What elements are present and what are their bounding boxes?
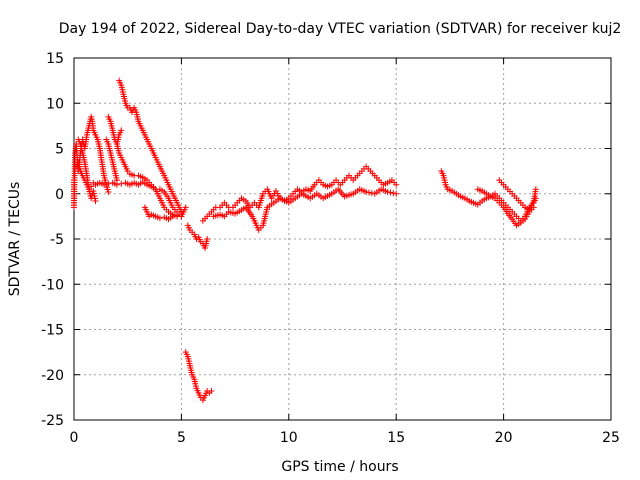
y-tick-label: -20 — [41, 368, 64, 384]
x-tick-label: 10 — [280, 430, 298, 446]
y-tick-label: 15 — [46, 51, 64, 67]
data-point — [393, 190, 400, 197]
grid — [74, 58, 611, 420]
ticks: 0 5 10 15 20 25 -25 -20 -15 -10 -5 0 5 10 15 — [41, 51, 620, 446]
data-point — [92, 197, 99, 204]
data-point — [182, 204, 189, 211]
data-point — [208, 388, 215, 395]
data-point — [101, 181, 108, 188]
y-tick-label: -5 — [50, 232, 64, 248]
y-axis-label: SDTVAR / TECUs — [7, 182, 23, 297]
data-point — [363, 188, 370, 195]
y-tick-label: 10 — [46, 96, 64, 112]
data-point — [169, 213, 176, 220]
x-tick-label: 25 — [602, 430, 620, 446]
data-point — [118, 127, 125, 134]
data-point — [178, 208, 185, 215]
x-tick-label: 20 — [495, 430, 513, 446]
data-point — [387, 189, 394, 196]
data-point — [390, 190, 397, 197]
x-tick-label: 15 — [387, 430, 405, 446]
x-tick-label: 0 — [70, 430, 79, 446]
y-tick-label: -25 — [41, 413, 64, 429]
data-point — [156, 215, 163, 222]
chart-title: Day 194 of 2022, Sidereal Day-to-day VTE… — [59, 21, 622, 37]
data-point — [365, 189, 372, 196]
y-tick-label: -15 — [41, 323, 64, 339]
data-point — [368, 190, 375, 197]
x-axis-label: GPS time / hours — [281, 459, 398, 475]
data-point — [105, 188, 112, 195]
data-points — [71, 77, 539, 404]
data-point — [384, 188, 391, 195]
data-point — [105, 180, 112, 187]
x-tick-label: 5 — [177, 430, 186, 446]
data-point — [174, 212, 181, 219]
data-point — [532, 186, 539, 193]
data-point — [113, 177, 120, 184]
y-tick-label: 0 — [55, 187, 64, 203]
y-tick-label: 5 — [55, 142, 64, 158]
data-point — [204, 236, 211, 242]
data-point — [118, 180, 125, 187]
data-point — [393, 181, 400, 188]
y-tick-label: -10 — [41, 277, 64, 293]
